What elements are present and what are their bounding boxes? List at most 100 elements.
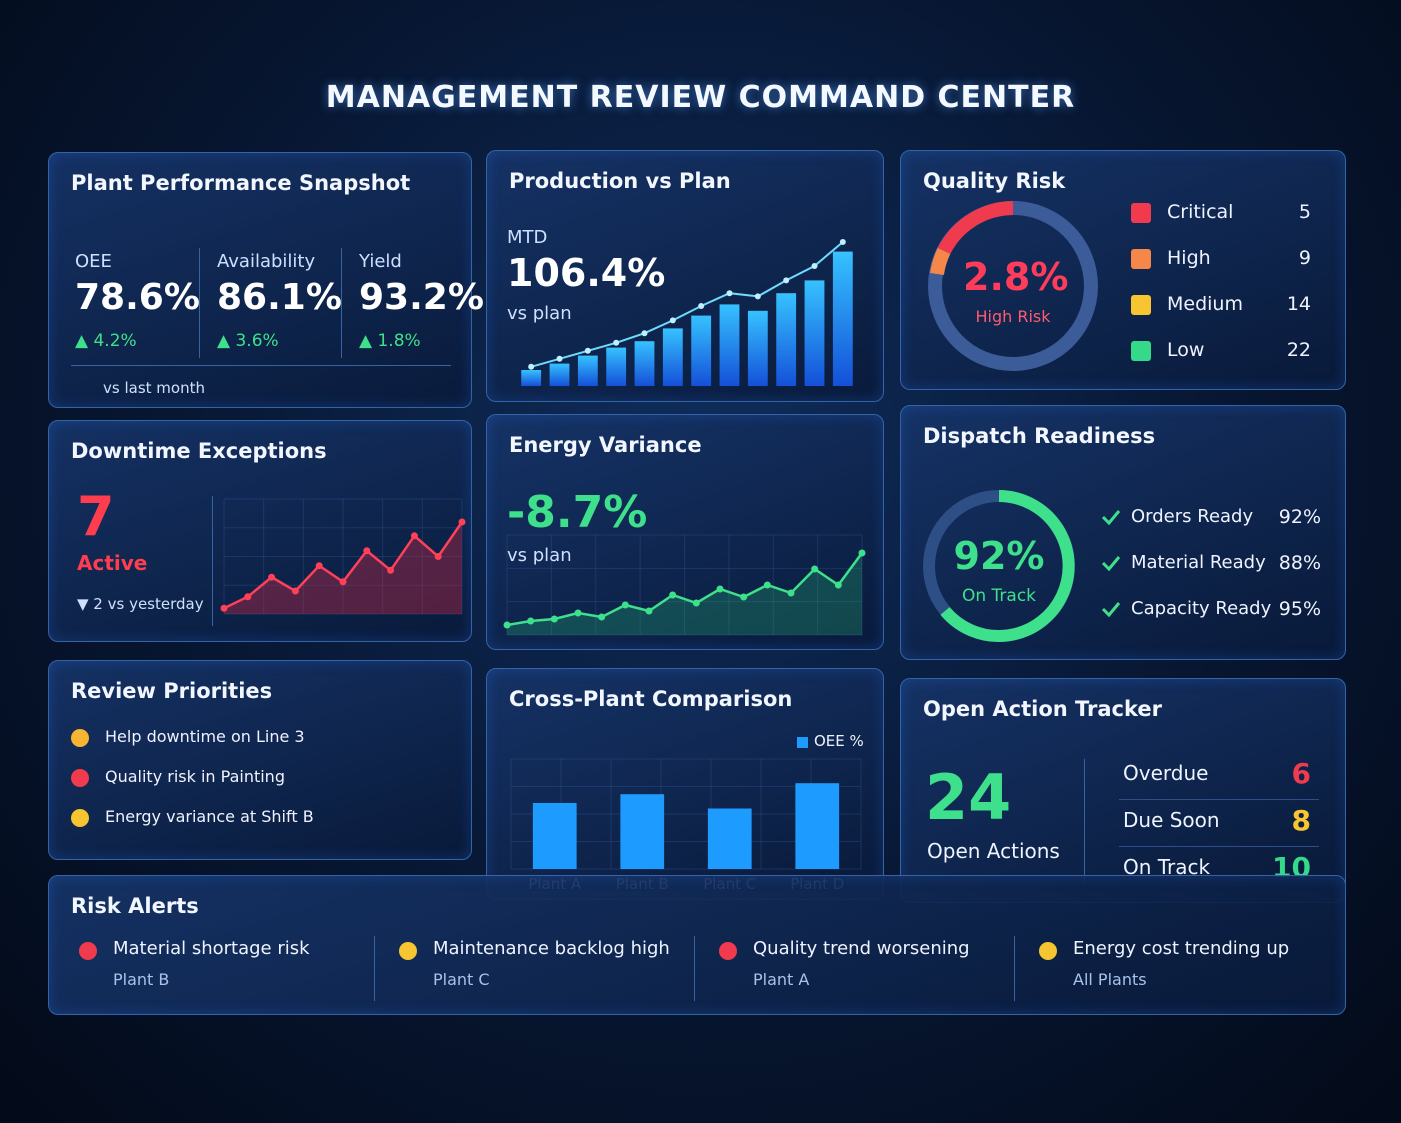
plant-performance-panel: Plant Performance Snapshot OEE 78.6% ▲ 4.2%… — [48, 152, 484, 408]
dispatch-panel: Dispatch Readiness 92% On Track Orders Read… — [900, 405, 1346, 660]
panel-title: Quality Risk — [923, 169, 1066, 193]
ring-critical — [937, 201, 1014, 255]
plan-point — [613, 339, 620, 346]
divider — [1014, 936, 1015, 1001]
action-count: 6 — [1291, 757, 1311, 790]
risk-ring — [928, 201, 1098, 371]
legend-swatch — [1131, 203, 1151, 223]
status-dot — [71, 809, 89, 827]
metric-change: ▲ 1.8% — [359, 331, 421, 351]
divider — [212, 496, 213, 626]
trend-area — [224, 522, 462, 614]
divider — [374, 936, 375, 1001]
action-status: Due Soon — [1123, 808, 1220, 832]
trend-point — [763, 581, 771, 589]
bar — [662, 328, 683, 386]
risk-value: 2.8% — [963, 255, 1069, 299]
trend-line — [506, 552, 864, 627]
bar — [532, 803, 577, 869]
legend-count: 14 — [1286, 293, 1311, 315]
panel-title: Open Action Tracker — [923, 697, 1163, 721]
panel-title: Review Priorities — [71, 679, 273, 703]
bar — [577, 355, 598, 386]
bar — [804, 280, 825, 386]
bar — [620, 794, 665, 869]
alert-text: Quality trend worsening — [753, 938, 970, 959]
metric-label: OEE — [75, 251, 112, 272]
trend-point — [574, 609, 582, 617]
trend-point — [220, 604, 228, 612]
alert-text: Energy cost trending up — [1073, 938, 1290, 959]
legend-name: Medium — [1167, 293, 1243, 315]
check — [1101, 510, 1121, 526]
dispatch-item: Capacity Ready — [1131, 598, 1272, 619]
plan-point — [669, 317, 676, 324]
plan-point — [839, 239, 846, 245]
plan-line — [530, 241, 844, 368]
bar — [795, 783, 840, 869]
ring-high — [930, 247, 951, 276]
trend-point — [716, 585, 724, 593]
trend-point — [363, 547, 371, 555]
alert-text: Material shortage risk — [113, 938, 310, 959]
ring-track — [928, 201, 1098, 371]
kpi-sub: vs plan — [507, 303, 572, 324]
trend-point — [268, 573, 276, 581]
plan-point — [698, 303, 705, 309]
panel-title: Downtime Exceptions — [71, 439, 327, 463]
trend-point — [503, 621, 511, 629]
check — [1101, 556, 1121, 572]
bar — [549, 363, 570, 386]
divider — [1119, 846, 1319, 847]
divider — [694, 936, 695, 1001]
legend-name: Critical — [1167, 201, 1234, 223]
plan-point — [528, 363, 535, 370]
bar — [634, 341, 655, 386]
trend-point — [598, 613, 606, 621]
plan-point — [811, 263, 818, 269]
metric-label: Yield — [359, 251, 402, 272]
downtime-change: ▼ 2 vs yesterday — [77, 595, 204, 613]
panel-title: Dispatch Readiness — [923, 424, 1156, 448]
trend-point — [787, 589, 795, 597]
dispatch-item: Orders Ready — [1131, 506, 1254, 527]
production-chart — [521, 239, 853, 386]
trend-point — [692, 599, 700, 607]
alerts-panel: Risk Alerts Material shortage risk Plant B… — [48, 875, 1346, 1015]
divider — [1119, 799, 1319, 800]
dispatch-item: Material Ready — [1131, 552, 1266, 573]
legend-swatch — [1131, 341, 1151, 361]
alert-plant: Plant C — [433, 970, 490, 989]
metric-change: ▲ 3.6% — [217, 331, 279, 351]
comparison-chart — [510, 758, 862, 870]
trend-point — [621, 601, 629, 609]
trend-point — [811, 565, 819, 573]
status-dot — [71, 729, 89, 747]
legend-swatch — [797, 737, 808, 748]
bar — [707, 808, 752, 869]
status-dot — [79, 942, 97, 960]
actions-label: Open Actions — [927, 839, 1060, 863]
plan-point — [584, 347, 591, 354]
priority-text: Help downtime on Line 3 — [105, 727, 305, 746]
trend-point — [315, 562, 323, 570]
dispatch-item-value: 95% — [1278, 598, 1321, 620]
trend-point — [434, 553, 442, 560]
alert-plant: Plant A — [753, 970, 810, 989]
dispatch-item-value: 92% — [1278, 506, 1321, 528]
dispatch-value: 92% — [953, 534, 1045, 578]
metric-value: 93.2% — [359, 277, 484, 318]
energy-chart — [503, 534, 866, 636]
legend-count: 22 — [1286, 339, 1311, 361]
divider — [199, 248, 200, 358]
downtime-panel: Downtime Exceptions 7 Active ▼ 2 vs yesterd… — [48, 420, 472, 642]
legend-count: 5 — [1298, 201, 1311, 223]
priority-text: Quality risk in Painting — [105, 767, 285, 786]
risk-sub: High Risk — [975, 307, 1051, 326]
trend-point — [458, 518, 466, 526]
alert-plant: Plant B — [113, 970, 170, 989]
plan-point — [726, 290, 733, 297]
legend-name: High — [1167, 247, 1211, 269]
actions-panel: Open Action Tracker 24 Open Actions Overdue… — [900, 678, 1346, 903]
